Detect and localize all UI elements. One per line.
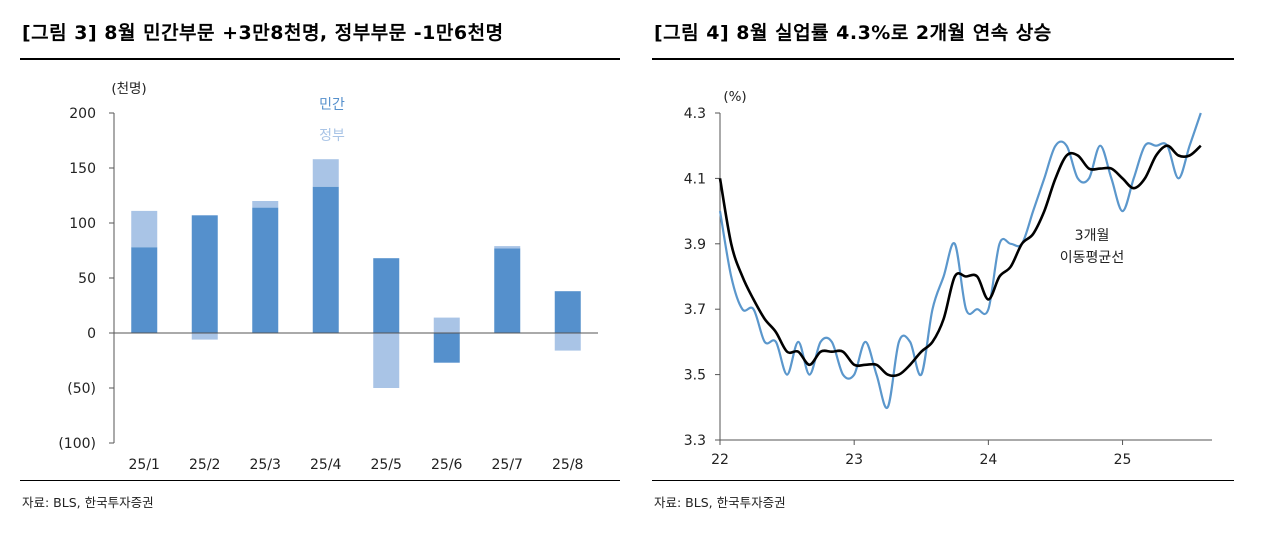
bar-private <box>252 207 279 333</box>
y-tick-label: (50) <box>67 381 96 397</box>
bottom-rule <box>20 480 620 481</box>
bar-government <box>373 333 400 388</box>
x-tick-label: 25/2 <box>189 457 220 473</box>
employment-chart-panel: [그림 3] 8월 민간부문 +3만8천명, 정부부문 -1만6천명 200 15… <box>20 0 620 554</box>
y-tick-label: 4.1 <box>684 171 706 187</box>
unemployment-chart-panel: [그림 4] 8월 실업률 4.3%로 2개월 연속 상승 4.3 4.1 3.9 3… <box>652 0 1234 554</box>
bar-government <box>494 246 521 249</box>
x-tick-label: 25/1 <box>129 457 160 473</box>
bar-private <box>131 247 158 333</box>
legend-government: 정부 <box>319 128 345 144</box>
bar-government <box>433 317 460 333</box>
x-tick-label: 25 <box>1114 452 1132 468</box>
bar-government <box>312 159 339 187</box>
y-tick-label: 150 <box>69 161 96 177</box>
bar-government <box>554 333 581 351</box>
y-unit-label: (%) <box>723 89 746 105</box>
bar-government <box>252 201 279 208</box>
y-unit-label: (천명) <box>111 81 146 97</box>
y-tick-label: 50 <box>78 271 96 287</box>
y-tick-label: 3.3 <box>684 433 706 449</box>
y-tick-label: 3.7 <box>684 302 706 318</box>
title-rule <box>652 58 1234 60</box>
y-tick-label: 4.3 <box>684 106 706 122</box>
figure-4-title: [그림 4] 8월 실업률 4.3%로 2개월 연속 상승 <box>654 22 1052 44</box>
bottom-rule <box>652 480 1234 481</box>
source-note: 자료: BLS, 한국투자증권 <box>654 495 786 510</box>
source-note: 자료: BLS, 한국투자증권 <box>22 495 154 510</box>
x-tick-label: 25/7 <box>492 457 523 473</box>
bar-private <box>494 248 521 333</box>
bar-private <box>373 258 400 333</box>
x-tick-label: 23 <box>845 452 863 468</box>
bar-government <box>131 210 158 248</box>
bar-private <box>554 291 581 333</box>
bar-government <box>191 333 218 340</box>
y-tick-label: 3.9 <box>684 237 706 253</box>
title-rule <box>20 58 620 60</box>
x-tick-label: 25/6 <box>431 457 463 473</box>
figure-3-title: [그림 3] 8월 민간부문 +3만8천명, 정부부문 -1만6천명 <box>22 22 504 44</box>
y-tick-label: 200 <box>69 106 96 122</box>
x-tick-label: 24 <box>979 452 997 468</box>
line-annotation: 이동평균선 <box>1060 250 1124 266</box>
bar-private <box>191 215 218 333</box>
x-tick-label: 25/5 <box>371 457 402 473</box>
x-tick-label: 25/3 <box>250 457 281 473</box>
x-tick-label: 25/8 <box>552 457 583 473</box>
legend-private: 민간 <box>319 97 345 113</box>
y-tick-label: 3.5 <box>684 368 706 384</box>
x-tick-label: 22 <box>711 452 729 468</box>
bar-private <box>312 186 339 333</box>
y-tick-label: (100) <box>58 436 96 452</box>
employment-bar-chart: 200 150 100 50 0 (50) (100) (천명) 25/1 25/2 25/3 25/… <box>58 81 598 473</box>
moving-average-line <box>718 144 1202 378</box>
y-tick-label: 100 <box>69 216 96 232</box>
y-tick-label: 0 <box>87 326 96 342</box>
line-annotation: 3개월 <box>1075 228 1110 244</box>
x-tick-label: 25/4 <box>310 457 342 473</box>
bar-private <box>433 333 460 363</box>
unemployment-rate-line <box>718 112 1202 409</box>
